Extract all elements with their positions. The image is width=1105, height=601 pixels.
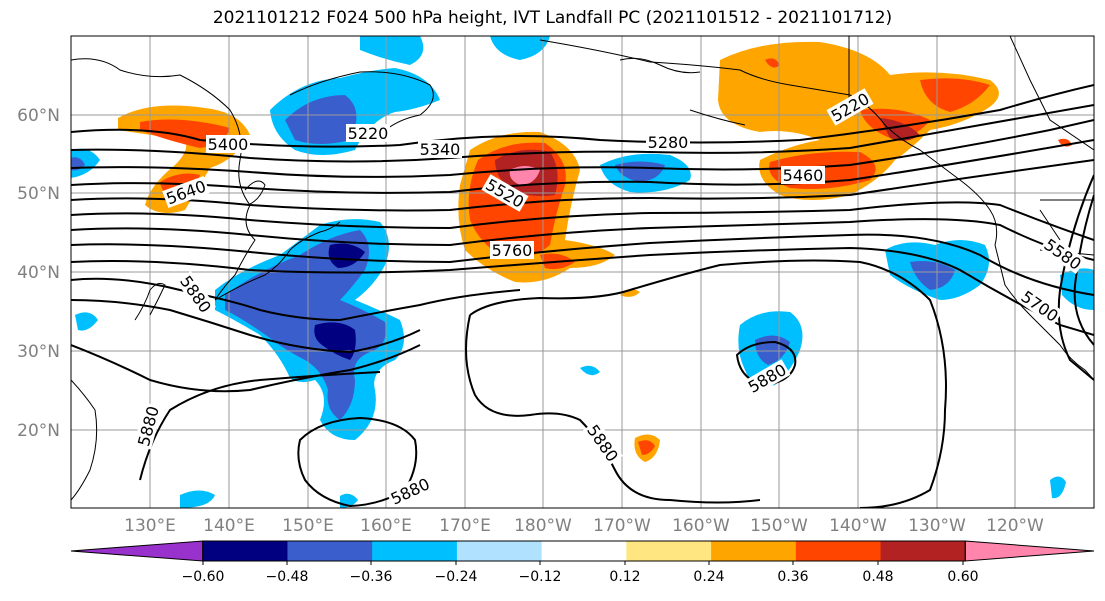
latitude-label: 20°N xyxy=(17,421,60,441)
colorbar-segment xyxy=(287,541,373,561)
contour-label-background xyxy=(1039,234,1087,274)
colorbar-segment xyxy=(202,541,288,561)
longitude-label: 150°W xyxy=(750,516,808,536)
longitude-label: 140°W xyxy=(829,516,887,536)
longitude-label: 160°E xyxy=(360,516,412,536)
longitude-label: 140°E xyxy=(203,516,255,536)
colorbar-segment xyxy=(880,541,966,561)
contour-label-background xyxy=(743,359,791,397)
colorbar-segment xyxy=(456,541,543,561)
colorbar-tick-labels: −0.60 −0.48 −0.36 −0.24 −0.12 0.12 0.24 0.36 0.4… xyxy=(182,561,979,585)
colorbar xyxy=(70,540,1095,562)
contour-label: 5340 xyxy=(420,140,461,159)
colorbar-segment xyxy=(626,541,712,561)
longitude-label: 150°E xyxy=(282,516,334,536)
contour-label-background xyxy=(481,174,529,212)
latitude-label: 60°N xyxy=(17,106,60,126)
contour-label: 5220 xyxy=(348,124,389,143)
longitude-label: 160°W xyxy=(672,516,730,536)
longitude-label: 130°E xyxy=(124,516,176,536)
longitude-labels: 130°E 140°E 150°E 160°E 170°E 180°W 170°W 160°W… xyxy=(124,516,1044,536)
colorbar-segment xyxy=(372,541,458,561)
latitude-label: 40°N xyxy=(17,263,60,283)
colorbar-tick-label: −0.24 xyxy=(435,569,478,585)
contour-label-background xyxy=(1016,286,1064,326)
contour-label-background xyxy=(781,166,825,184)
colorbar-segment xyxy=(541,541,627,561)
colorbar-tick-label: −0.12 xyxy=(519,569,562,585)
contour-label: 5280 xyxy=(648,133,689,152)
latitude-label: 50°N xyxy=(17,184,60,204)
longitude-label: 130°W xyxy=(908,516,966,536)
contour-label-background xyxy=(418,140,462,158)
contour-label-background xyxy=(583,419,623,467)
colorbar-tick-label: −0.60 xyxy=(182,569,225,585)
contour-label-background xyxy=(646,133,690,151)
contour-label-background xyxy=(176,270,216,318)
longitude-label: 180°W xyxy=(514,516,572,536)
contour-label-background xyxy=(490,241,534,259)
colorbar-tick-label: 0.48 xyxy=(862,569,893,585)
longitude-label: 120°W xyxy=(986,516,1044,536)
colorbar-tick-label: 0.24 xyxy=(693,569,724,585)
contour-label-background xyxy=(206,135,250,153)
contour-label-background xyxy=(162,176,210,208)
colorbar-tick-label: 0.60 xyxy=(947,569,978,585)
colorbar-extend-left xyxy=(70,540,204,562)
latitude-label: 30°N xyxy=(17,342,60,362)
latitude-labels: 60°N 50°N 40°N 30°N 20°N xyxy=(17,106,60,441)
map-frame xyxy=(70,35,1095,509)
contour-label-background xyxy=(346,124,390,142)
contour-label: 5760 xyxy=(492,241,533,260)
colorbar-segment xyxy=(711,541,797,561)
contour-label: 5400 xyxy=(208,135,249,154)
colorbar-segment xyxy=(795,541,882,561)
colorbar-tick-label: 0.36 xyxy=(777,569,808,585)
colorbar-tick-label: −0.48 xyxy=(266,569,309,585)
contour-label-background xyxy=(133,402,163,450)
longitude-label: 170°W xyxy=(593,516,651,536)
longitude-label: 170°E xyxy=(439,516,491,536)
height-contours xyxy=(71,84,1094,508)
colorbar-tick-label: 0.12 xyxy=(609,569,640,585)
colorbar-tick-label: −0.36 xyxy=(350,569,393,585)
map-title: 2021101212 F024 500 hPa height, IVT Land… xyxy=(212,8,893,28)
contour-label-background xyxy=(386,473,434,509)
colorbar-outline xyxy=(202,540,966,562)
colorbar-extend-right xyxy=(964,540,1095,562)
contour-label: 5460 xyxy=(783,166,824,185)
contour-label-background xyxy=(826,88,874,126)
